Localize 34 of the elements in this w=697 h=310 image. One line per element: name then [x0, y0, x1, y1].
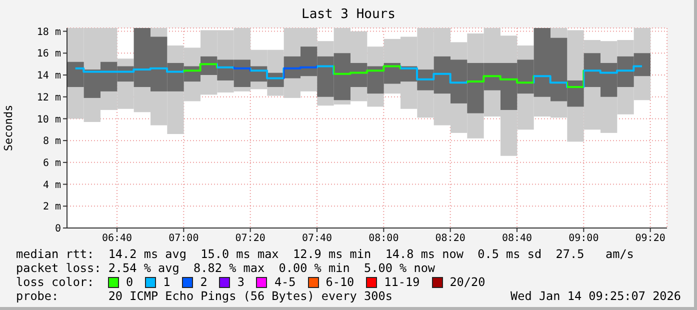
y-axis-title: Seconds: [2, 104, 15, 152]
y-tick-label: 12 m: [36, 92, 61, 104]
y-tick-label: 4 m: [42, 180, 61, 191]
y-tick-label: 2 m: [42, 202, 61, 213]
x-tick-label: 08:40: [502, 233, 532, 244]
x-tick-label: 08:00: [368, 233, 399, 244]
legend-label: 0: [126, 275, 134, 289]
y-tick-label: 6 m: [42, 158, 61, 169]
x-tick-label: 09:00: [568, 233, 599, 244]
x-tick-label: 09:20: [635, 233, 666, 244]
x-tick-label: 07:00: [168, 233, 199, 244]
legend-label: 20/20: [450, 275, 486, 289]
legend-title: loss color:: [16, 275, 96, 289]
x-tick-label: 07:40: [302, 233, 332, 244]
y-tick-label: 14 m: [36, 70, 61, 82]
y-tick-label: 8 m: [42, 136, 61, 148]
legend-label: 2: [200, 275, 208, 289]
y-tick-label: 0: [54, 224, 61, 235]
x-tick-label: 08:20: [435, 233, 466, 244]
text: Wed Jan 14 09:25:07 2026: [510, 289, 681, 303]
y-tick-label: 18 m: [36, 26, 61, 38]
legend-label: 1: [163, 275, 170, 289]
text: packet loss: 2.54 % avg 8.82 % max 0.00 % min 5.00 % now: [16, 261, 436, 275]
legend-label: 4-5: [274, 275, 296, 289]
x-tick-label: 06:40: [102, 233, 132, 244]
x-tick-label: 07:20: [235, 233, 266, 244]
text: probe: 20 ICMP Echo Pings (56 Bytes) every 300s: [16, 289, 392, 303]
legend-label: 3: [237, 275, 244, 289]
y-tick-label: 16 m: [36, 48, 61, 60]
chart-title: Last 3 Hours: [302, 7, 396, 22]
y-tick-label: 10 m: [36, 114, 61, 126]
legend-label: 6-10: [326, 275, 354, 289]
text: median rtt: 14.2 ms avg 15.0 ms max 12.9 ms min 14.8 ms now 0.5 ms sd 27.5 am/s: [16, 247, 634, 261]
legend-label: 11-19: [384, 275, 420, 289]
